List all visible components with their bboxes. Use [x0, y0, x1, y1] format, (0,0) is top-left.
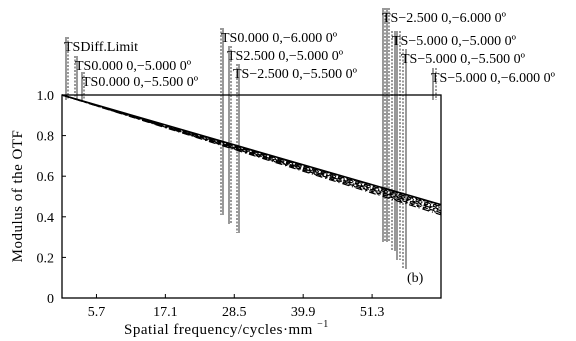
legend-label-1: TS0.000 0,−5.000 0º: [75, 59, 192, 74]
legend-label-9: TS−5.000 0,−5.500 0º: [401, 52, 526, 67]
plot-border: [61, 94, 442, 299]
x-tick-label-3: 39.9: [291, 305, 316, 320]
y-axis-title: Modulus of the OTF: [10, 130, 26, 263]
x-axis-ticks: 5.7 17.1 28.5 39.9 51.3: [88, 294, 385, 320]
y-axis-ticks: 0 0.2 0.4 0.6 0.8 1.0: [37, 89, 66, 307]
series-line-10: [61, 94, 442, 216]
series-line-4: [61, 94, 442, 210]
y-tick-label-4: 0.8: [37, 130, 55, 145]
y-tick-label-5: 1.0: [37, 89, 55, 104]
x-tick-label-4: 51.3: [360, 305, 385, 320]
legend-label-3: TS0.000 0,−6.000 0º: [221, 31, 338, 46]
legend-label-2: TS0.000 0,−5.500 0º: [82, 75, 199, 90]
x-tick-label-2: 28.5: [222, 305, 247, 320]
x-tick-label-0: 5.7: [88, 305, 106, 320]
y-tick-label-0: 0: [47, 292, 54, 307]
legend-label-7: TS−5.000 0,−5.000 0º: [392, 34, 517, 49]
x-axis-title-main: Spatial frequency/cycles·mm: [124, 322, 313, 338]
y-tick-label-1: 0.2: [37, 251, 55, 266]
legend-label-0: TSDiff.Limit: [64, 40, 138, 55]
panel-label: (b): [407, 271, 424, 286]
legend-label-6: TS−2.500 0,−6.000 0º: [382, 11, 507, 26]
plot-frame: [61, 94, 442, 299]
x-tick-label-1: 17.1: [153, 305, 178, 320]
legend-leaders: [65, 8, 437, 269]
y-tick-label-3: 0.6: [37, 170, 55, 185]
x-axis-title: Spatial frequency/cycles·mm −1: [124, 319, 329, 338]
legend-label-4: TS2.500 0,−5.000 0º: [227, 49, 344, 64]
legend-label-10: TS−5.000 0,−6.000 0º: [431, 71, 556, 86]
series-group: [61, 94, 442, 216]
legend-label-5: TS−2.500 0,−5.500 0º: [233, 67, 358, 82]
x-axis-title-superscript: −1: [317, 319, 329, 330]
y-tick-label-2: 0.4: [37, 211, 55, 226]
